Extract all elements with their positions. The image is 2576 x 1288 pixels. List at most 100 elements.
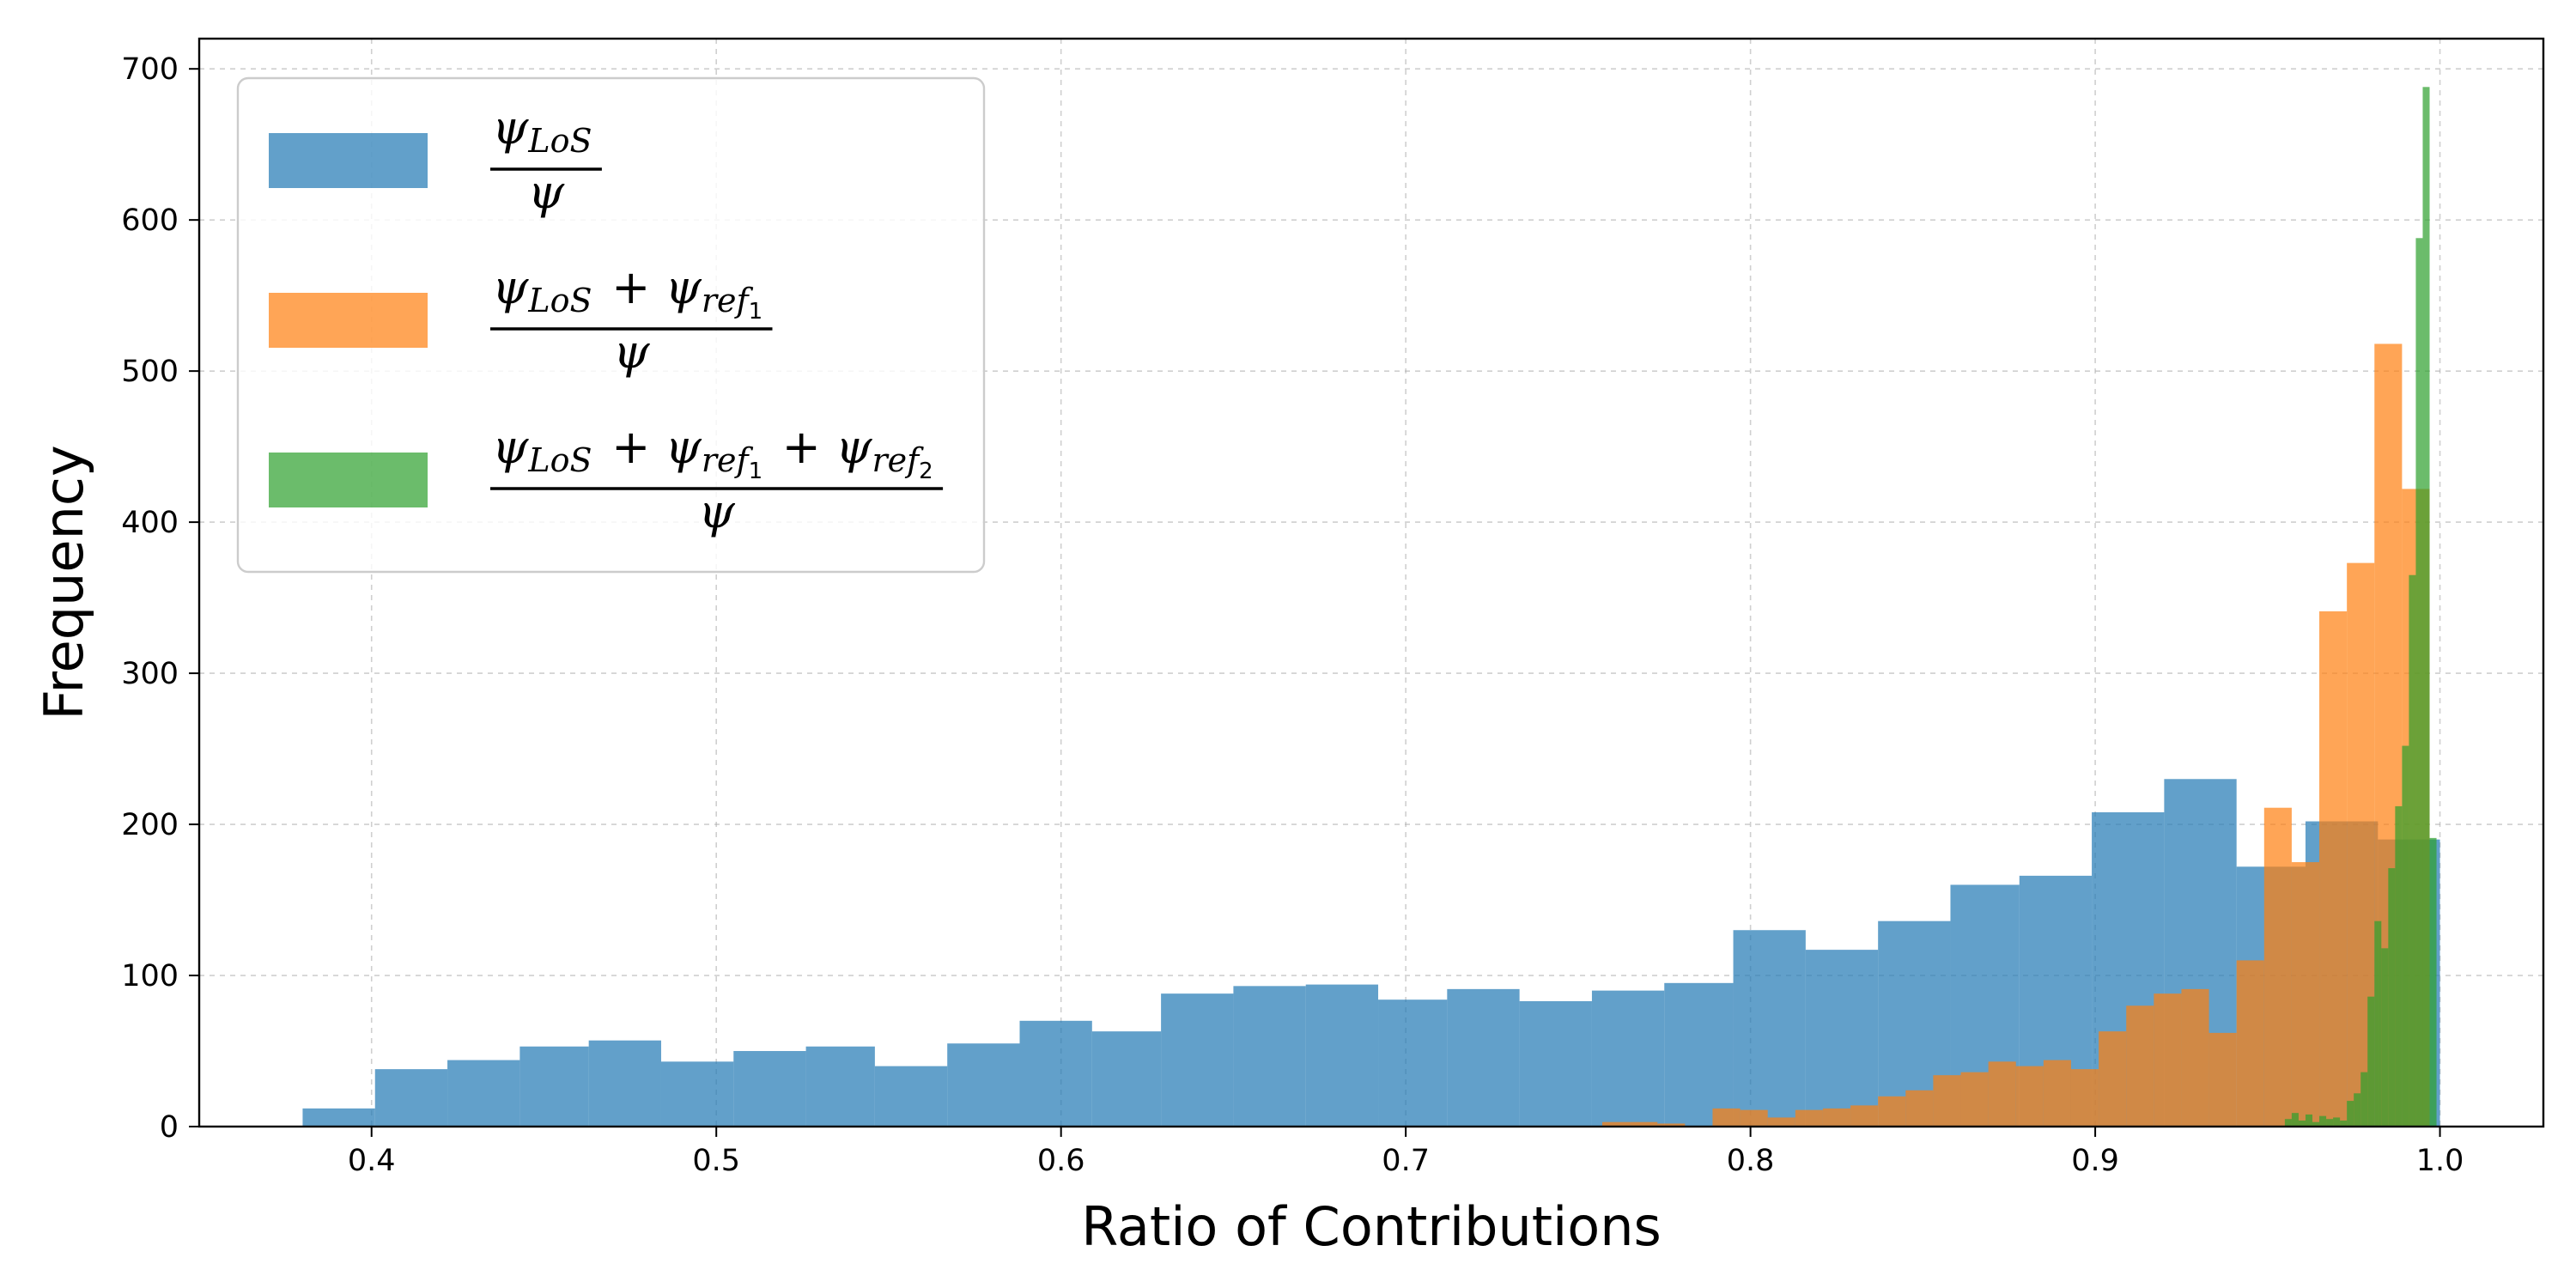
legend-entry-3: ψLoS + ψref1 + ψref2 ψ — [269, 420, 944, 538]
histogram-bar — [2291, 1113, 2299, 1127]
x-tick-label: 0.9 — [2071, 1144, 2119, 1178]
histogram-bar — [2126, 1005, 2154, 1127]
histogram-bar — [1960, 1072, 1989, 1127]
histogram-bar — [2374, 920, 2382, 1127]
histogram-bar — [805, 1046, 875, 1127]
y-tick-label: 500 — [121, 355, 179, 389]
histogram-bar — [588, 1040, 661, 1127]
histogram-bar — [2340, 1120, 2348, 1127]
legend-numerator: ψLoS — [492, 100, 597, 160]
histogram-bar — [2388, 868, 2396, 1127]
histogram-bar — [2312, 1121, 2320, 1127]
histogram-bar — [1664, 982, 1734, 1127]
histogram-bar — [874, 1066, 948, 1127]
histogram-bar — [1378, 999, 1448, 1127]
y-tick-label: 300 — [121, 657, 179, 691]
histogram-bar — [2284, 1119, 2292, 1127]
histogram-bar — [1019, 1020, 1092, 1127]
histogram-bar — [2422, 87, 2430, 1127]
histogram-bar — [1767, 1117, 1795, 1127]
histogram-bar — [947, 1043, 1020, 1127]
histogram-bars — [302, 87, 2440, 1127]
legend-numerator: ψLoS + ψref1 — [492, 260, 768, 325]
histogram-bar — [2298, 1120, 2306, 1127]
histogram-bar — [660, 1061, 734, 1127]
histogram-bar — [2291, 862, 2320, 1127]
histogram-bar — [2360, 1072, 2368, 1127]
histogram-bar — [1657, 1123, 1686, 1127]
histogram-bar — [2263, 807, 2292, 1127]
histogram-bar — [2415, 238, 2423, 1127]
legend-swatch — [269, 133, 428, 188]
histogram-bar — [2333, 1117, 2341, 1127]
histogram-bar — [2043, 1060, 2071, 1127]
y-tick-label: 100 — [121, 959, 179, 993]
legend-denominator: ψ — [698, 484, 735, 538]
y-tick-label: 400 — [121, 506, 179, 540]
legend-denominator: ψ — [613, 325, 650, 379]
histogram-bar — [2154, 993, 2182, 1127]
histogram-bar — [2236, 960, 2264, 1127]
x-tick-label: 1.0 — [2416, 1144, 2464, 1178]
histogram-bar — [2402, 745, 2409, 1127]
histogram-bar — [1447, 988, 1520, 1127]
y-tick-label: 600 — [121, 204, 179, 238]
histogram-bar — [1601, 1121, 1631, 1127]
histogram-bar — [2319, 611, 2348, 1127]
plot-frame — [197, 37, 2545, 1128]
y-tick-label: 0 — [160, 1110, 179, 1145]
histogram-bar — [1233, 986, 1306, 1127]
histogram-bar — [1933, 1075, 1961, 1127]
histogram-bar — [2395, 805, 2403, 1127]
histogram-bar — [1091, 1031, 1162, 1127]
histogram-bar — [1630, 1121, 1658, 1127]
histogram-bar — [2347, 1101, 2354, 1127]
legend-denominator: ψ — [528, 165, 565, 219]
histogram-bar — [1905, 1090, 1934, 1127]
y-axis-label: Frequency — [33, 445, 95, 720]
legend-box — [236, 76, 986, 574]
series-3-bars — [2284, 87, 2437, 1127]
histogram-bar — [1822, 1108, 1851, 1127]
histogram-bar — [1878, 1096, 1906, 1127]
histogram-bar — [2381, 948, 2389, 1127]
histogram-bar — [1850, 1105, 1879, 1127]
x-tick-label: 0.8 — [1727, 1144, 1775, 1178]
histogram-bar — [1805, 950, 1879, 1127]
histogram-bar — [2070, 1069, 2099, 1127]
legend-swatch — [269, 293, 428, 348]
histogram-bar — [374, 1069, 448, 1127]
histogram-bar — [302, 1108, 375, 1127]
histogram-bar — [2208, 1032, 2237, 1127]
histogram-bar — [519, 1046, 589, 1127]
histogram-bar — [2354, 1093, 2361, 1127]
histogram-bar — [1740, 1109, 1768, 1127]
y-tick-label: 200 — [121, 808, 179, 842]
histogram-bar — [1988, 1061, 2016, 1127]
histogram-bar — [2367, 996, 2375, 1127]
histogram-bar — [1591, 990, 1665, 1127]
histogram-bar — [2015, 1066, 2044, 1127]
histogram-bar — [1305, 984, 1379, 1127]
histogram-bar — [2326, 1119, 2334, 1127]
histogram-bar — [1712, 1108, 1741, 1127]
histogram-bar — [447, 1060, 520, 1127]
x-tick-label: 0.4 — [348, 1144, 396, 1178]
x-tick-label: 0.7 — [1382, 1144, 1430, 1178]
histogram-bar — [1733, 930, 1806, 1127]
x-axis-label: Ratio of Contributions — [1081, 1195, 1662, 1258]
x-tick-label: 0.6 — [1037, 1144, 1085, 1178]
histogram-bar — [2099, 1031, 2127, 1127]
histogram-bar — [2305, 1114, 2313, 1127]
legend-entry-2: ψLoS + ψref1 ψ — [269, 260, 773, 379]
legend-entry-1: ψLoS ψ — [269, 100, 602, 219]
y-tick-label: 700 — [121, 52, 179, 87]
legend-numerator: ψLoS + ψref1 + ψref2 — [492, 420, 938, 484]
axis-ticks: 0.4 0.5 0.6 0.7 0.8 0.9 1.0 0 100 200 300 400 500 600… — [121, 52, 2464, 1178]
histogram-bar — [1519, 1000, 1592, 1127]
histogram-bar — [2319, 1115, 2327, 1127]
histogram-bar — [1795, 1109, 1823, 1127]
x-tick-label: 0.5 — [692, 1144, 740, 1178]
